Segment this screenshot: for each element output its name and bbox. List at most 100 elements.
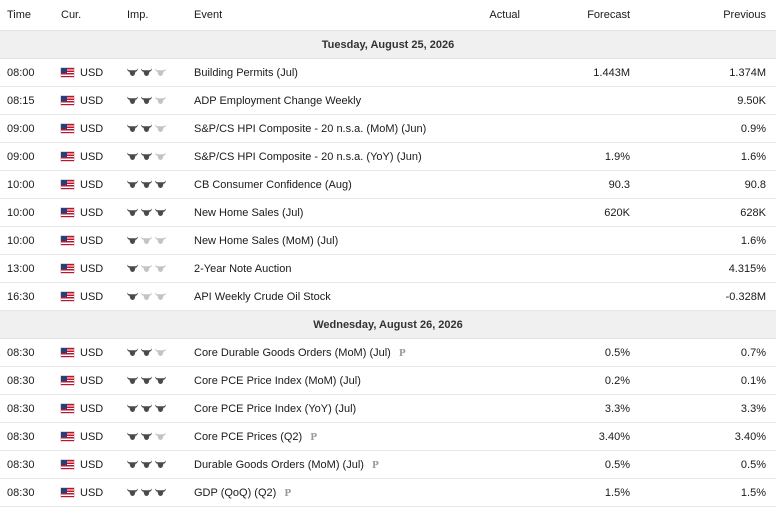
event-cell[interactable]: Durable Goods Orders (MoM) (Jul) P [194,450,450,479]
currency-code: USD [80,122,104,135]
importance-bull-icon [141,404,152,413]
importance-bull-icon [127,348,138,357]
event-importance [127,338,194,367]
event-row[interactable]: 08:30 USD Core PCE Price Index (MoM) (Jul)… [0,366,776,395]
event-row[interactable]: 10:00 USD New Home Sales (MoM) (Jul) 1.6% [0,226,776,255]
event-cell[interactable]: S&P/CS HPI Composite - 20 n.s.a. (YoY) (… [194,142,450,171]
event-importance [127,366,194,395]
importance-bull-icon [141,376,152,385]
importance-bull-icon [155,404,166,413]
us-flag-icon [61,459,74,469]
us-flag-icon [61,403,74,413]
us-flag-icon [61,207,74,217]
event-cell[interactable]: CB Consumer Confidence (Aug) [194,170,450,199]
event-row[interactable]: 09:00 USD S&P/CS HPI Composite - 20 n.s.a.… [0,142,776,171]
event-row[interactable]: 08:15 USD ADP Employment Change Weekly 9.50… [0,86,776,115]
importance-bull-icon [155,460,166,469]
importance-bull-icon [127,376,138,385]
event-cell[interactable]: Core PCE Prices (Q2) P [194,422,450,451]
us-flag-icon [61,123,74,133]
event-previous: 0.5% [630,450,776,479]
event-forecast [520,282,630,311]
event-name[interactable]: New Home Sales (Jul) [194,206,304,219]
event-cell[interactable]: New Home Sales (Jul) [194,198,450,227]
currency-code: USD [80,458,104,471]
event-actual [450,198,520,227]
event-importance [127,198,194,227]
event-cell[interactable]: New Home Sales (MoM) (Jul) [194,226,450,255]
event-row[interactable]: 08:00 USD Building Permits (Jul) 1.443M 1.37… [0,58,776,87]
event-cell[interactable]: 2-Year Note Auction [194,254,450,283]
event-name[interactable]: Core PCE Price Index (MoM) (Jul) [194,374,361,387]
importance-bull-icon [155,264,166,273]
event-row[interactable]: 16:30 USD API Weekly Crude Oil Stock -0.328… [0,282,776,311]
header-event[interactable]: Event [194,0,450,31]
event-previous: 0.9% [630,114,776,143]
event-time: 08:00 [0,58,61,87]
currency-code: USD [80,66,104,79]
event-forecast [520,86,630,115]
event-row[interactable]: 08:30 USD Core PCE Prices (Q2) P 3.40% 3.40% [0,422,776,451]
header-previous[interactable]: Previous [630,0,776,31]
event-time: 09:00 [0,114,61,143]
event-forecast: 620K [520,198,630,227]
event-forecast: 1.9% [520,142,630,171]
importance-bull-icon [127,236,138,245]
event-row[interactable]: 08:30 USD Durable Goods Orders (MoM) (Jul)… [0,450,776,479]
event-time: 08:30 [0,394,61,423]
event-forecast: 0.5% [520,338,630,367]
event-cell[interactable]: Core PCE Price Index (MoM) (Jul) [194,366,450,395]
importance-bull-icon [127,432,138,441]
currency-code: USD [80,346,104,359]
header-forecast[interactable]: Forecast [520,0,630,31]
preliminary-icon: P [371,460,379,471]
us-flag-icon [61,179,74,189]
event-cell[interactable]: Core PCE Price Index (YoY) (Jul) [194,394,450,423]
event-currency: USD [61,394,127,423]
event-cell[interactable]: API Weekly Crude Oil Stock [194,282,450,311]
event-row[interactable]: 09:00 USD S&P/CS HPI Composite - 20 n.s.a.… [0,114,776,143]
event-name[interactable]: Core Durable Goods Orders (MoM) (Jul) [194,346,391,359]
header-actual[interactable]: Actual [450,0,520,31]
event-name[interactable]: New Home Sales (MoM) (Jul) [194,234,339,247]
event-forecast: 3.40% [520,422,630,451]
event-actual [450,394,520,423]
event-row[interactable]: 10:00 USD New Home Sales (Jul) 620K 628K [0,198,776,227]
event-name[interactable]: ADP Employment Change Weekly [194,94,362,107]
header-time[interactable]: Time [0,0,61,31]
event-cell[interactable]: S&P/CS HPI Composite - 20 n.s.a. (MoM) (… [194,114,450,143]
event-forecast: 1.443M [520,58,630,87]
header-importance[interactable]: Imp. [127,0,194,31]
event-currency: USD [61,366,127,395]
event-name[interactable]: Durable Goods Orders (MoM) (Jul) [194,458,364,471]
event-name[interactable]: Core PCE Price Index (YoY) (Jul) [194,402,357,415]
date-label: Wednesday, August 26, 2026 [0,310,776,339]
header-currency[interactable]: Cur. [61,0,127,31]
event-cell[interactable]: Core Durable Goods Orders (MoM) (Jul) P [194,338,450,367]
event-name[interactable]: S&P/CS HPI Composite - 20 n.s.a. (MoM) (… [194,122,427,135]
event-name[interactable]: Core PCE Prices (Q2) [194,430,303,443]
event-name[interactable]: 2-Year Note Auction [194,262,292,275]
event-previous: 0.7% [630,338,776,367]
event-name[interactable]: API Weekly Crude Oil Stock [194,290,331,303]
event-row[interactable]: 08:30 USD Core Durable Goods Orders (MoM) … [0,338,776,367]
event-importance [127,58,194,87]
currency-code: USD [80,206,104,219]
event-previous: 1.6% [630,142,776,171]
event-cell[interactable]: ADP Employment Change Weekly [194,86,450,115]
importance-bull-icon [127,208,138,217]
event-name[interactable]: CB Consumer Confidence (Aug) [194,178,352,191]
table-header-row: Time Cur. Imp. Event Actual Forecast Pre… [0,0,776,31]
event-name[interactable]: Building Permits (Jul) [194,66,298,79]
event-name[interactable]: S&P/CS HPI Composite - 20 n.s.a. (YoY) (… [194,150,422,163]
importance-bull-icon [155,124,166,133]
event-importance [127,254,194,283]
currency-code: USD [80,290,104,303]
event-importance [127,170,194,199]
importance-bull-icon [127,488,138,497]
event-cell[interactable]: Building Permits (Jul) [194,58,450,87]
event-row[interactable]: 13:00 USD 2-Year Note Auction 4.315% [0,254,776,283]
event-row[interactable]: 08:30 USD Core PCE Price Index (YoY) (Jul)… [0,394,776,423]
event-row[interactable]: 10:00 USD CB Consumer Confidence (Aug) 90.3… [0,170,776,199]
